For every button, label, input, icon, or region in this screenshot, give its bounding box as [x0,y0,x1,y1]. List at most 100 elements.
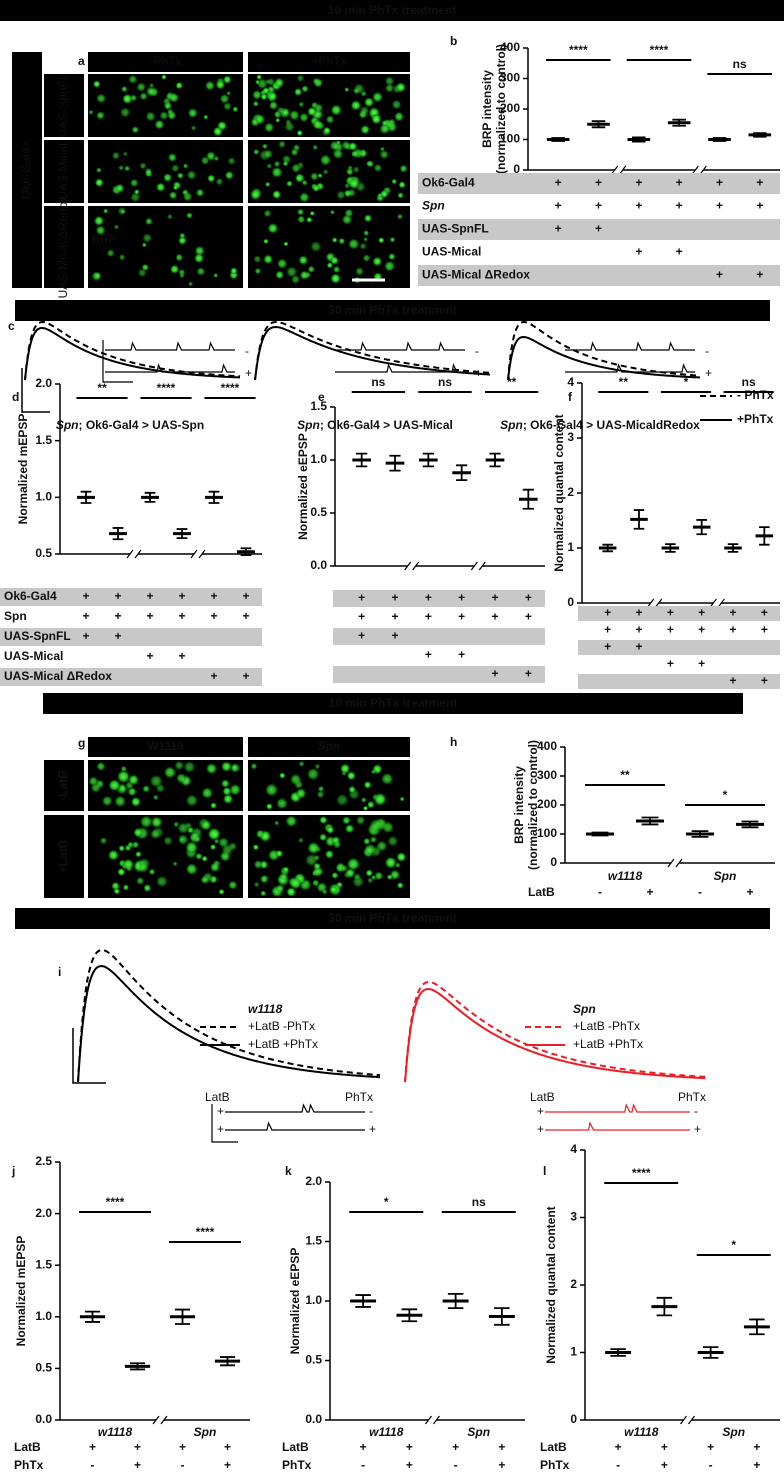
punctum [141,263,150,272]
genotype-cell: + [114,629,121,643]
punctum [222,793,234,805]
axis-break-mark [470,561,486,571]
y-tick-label: 1.0 [305,1293,322,1307]
punctum [183,760,196,774]
y-tick-label: 0.5 [310,505,327,519]
scale-bar [21,368,50,413]
punctum [117,867,126,877]
punctum [88,109,94,115]
genotype-cell: + [458,610,465,624]
punctum [139,162,147,170]
punctum [339,763,351,775]
punctum [200,155,210,166]
punctum [313,854,320,862]
genotype-label: Spn [422,199,445,213]
punctum [335,793,349,807]
inset-sign: - [475,344,479,358]
column-header: -PhTx [149,54,181,68]
y-axis-label: (normalized to control) [526,740,540,870]
punctum [207,827,222,841]
condition-label: LatB [528,885,555,899]
punctum [317,172,323,179]
genotype-cell: + [525,591,532,605]
punctum [266,77,276,87]
punctum [205,762,218,775]
y-tick-label: 1.0 [35,490,52,504]
genotype-cell: + [210,669,217,683]
genotype-cell: + [761,674,768,688]
inset-scale-bar [211,1104,238,1143]
punctum [259,874,269,884]
genotype-cell: + [358,610,365,624]
axis-break [683,1417,692,1423]
punctum [193,835,202,843]
punctum [152,794,159,801]
axis-break [713,600,722,606]
group-label: w1118 [624,1425,659,1439]
punctum [148,868,156,876]
punctum [128,74,138,85]
genotype-cell: + [676,245,683,259]
group-label: Spn [714,869,737,883]
condition-cell: + [615,1440,622,1454]
genotype-cell: + [756,268,763,282]
driver-label: Ok6-Gal4> [19,141,33,199]
punctum [166,213,174,220]
punctum [352,166,360,174]
banner [0,0,784,21]
label-box [44,206,84,288]
punctum [92,271,102,281]
axis-break-mark [190,549,206,559]
panel-label: g [78,736,85,750]
axis-break [614,167,623,173]
marker-label: LatB [530,1090,555,1104]
genotype-cell: + [635,176,642,190]
significance-label: ** [619,375,629,389]
punctum [346,771,356,781]
genotype-label: Spn [4,609,27,623]
punctum [276,258,288,270]
y-axis-label: BRP intensity [480,70,494,148]
synapse-puncta [252,815,407,898]
panel-label: f [568,390,573,404]
punctum [186,212,193,219]
punctum [289,773,302,786]
punctum [265,803,273,810]
punctum [95,93,107,104]
marker-label: PhTx [678,1090,706,1104]
punctum [149,774,164,789]
punctum [212,126,223,137]
punctum [162,172,173,183]
caption-construct: ; Ok6-Gal4 > UAS-Mical [320,418,453,432]
genotype-cell: + [604,640,611,654]
genotype-cell: + [716,268,723,282]
punctum [326,261,334,269]
condition-cell: + [406,1458,413,1472]
panel-label: j [11,1164,15,1178]
genotype-cell: + [595,199,602,213]
significance-label: * [684,375,689,389]
axis-break [474,563,483,569]
punctum [95,167,102,174]
punctum [363,843,377,856]
condition-cell: - [598,885,602,899]
genotype-cell: + [425,648,432,662]
punctum [384,856,398,870]
panel-label: b [450,34,457,48]
punctum [133,827,144,838]
table-row-shade [418,265,780,286]
punctum [135,876,145,886]
punctum [167,152,177,163]
punctum [111,151,121,160]
punctum [185,793,199,808]
punctum [220,760,233,773]
punctum [213,272,219,279]
synapse-puncta [88,760,242,809]
punctum [106,249,115,258]
significance-label: **** [569,43,588,57]
punctum [329,255,339,266]
genotype-cell: + [729,674,736,688]
condition-cell: + [646,885,653,899]
significance-label: **** [650,43,669,57]
punctum [267,222,279,234]
